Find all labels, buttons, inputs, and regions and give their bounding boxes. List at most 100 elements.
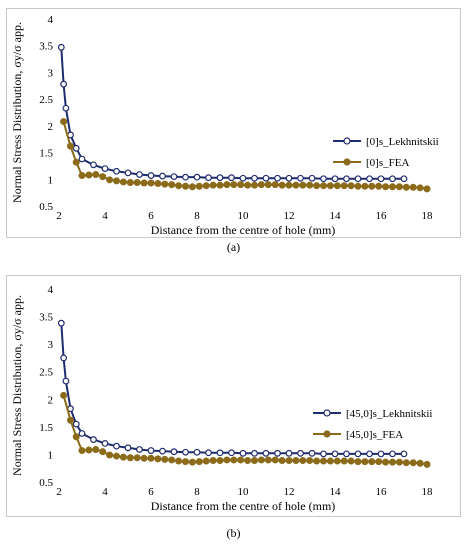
data-point bbox=[320, 450, 327, 458]
data-point bbox=[209, 456, 217, 464]
chart-panel-b: 0.5 1 1.5 2 2.5 3 3.5 4 2 4 6 8 10 12 14 16 18 Distance f… bbox=[0, 260, 467, 550]
y-tick-label: 1.5 bbox=[39, 148, 53, 160]
data-point bbox=[113, 177, 120, 185]
data-point bbox=[326, 182, 334, 190]
data-point bbox=[333, 182, 341, 190]
data-point bbox=[147, 447, 155, 454]
data-point bbox=[395, 458, 403, 466]
y-tick-label: 3 bbox=[48, 67, 54, 79]
data-point bbox=[195, 182, 203, 190]
data-point bbox=[354, 458, 362, 466]
data-point bbox=[340, 182, 348, 190]
data-point bbox=[395, 183, 403, 191]
data-point bbox=[400, 450, 408, 458]
data-point bbox=[262, 449, 270, 457]
legend-swatch-marker bbox=[343, 137, 351, 145]
legend-swatch-marker bbox=[323, 430, 331, 438]
legend-entry: [0]s_FEA bbox=[366, 157, 409, 169]
data-point bbox=[230, 456, 238, 464]
y-tick-label: 0.5 bbox=[39, 201, 53, 213]
data-point bbox=[299, 456, 307, 464]
data-point bbox=[182, 448, 189, 456]
data-point bbox=[320, 175, 327, 183]
data-point bbox=[326, 457, 334, 465]
data-point bbox=[251, 181, 258, 189]
data-point bbox=[409, 459, 417, 467]
data-point bbox=[278, 456, 286, 464]
data-point bbox=[230, 181, 238, 189]
data-point bbox=[228, 449, 235, 457]
data-point bbox=[60, 391, 68, 399]
data-point bbox=[331, 175, 339, 183]
data-point bbox=[368, 182, 376, 190]
data-point bbox=[113, 167, 120, 175]
data-point bbox=[140, 454, 148, 462]
data-point bbox=[354, 450, 362, 458]
data-point bbox=[106, 451, 114, 459]
data-point bbox=[361, 458, 369, 466]
data-point bbox=[99, 448, 107, 456]
data-point bbox=[264, 181, 272, 189]
data-point bbox=[60, 118, 68, 126]
data-point bbox=[285, 174, 293, 182]
x-axis-title: Distance from the centre of hole (mm) bbox=[151, 499, 336, 513]
data-point bbox=[101, 165, 109, 173]
data-point bbox=[292, 181, 300, 189]
data-point bbox=[136, 446, 143, 453]
data-point bbox=[126, 178, 134, 186]
data-point bbox=[297, 449, 304, 457]
data-point bbox=[126, 454, 134, 462]
data-point bbox=[113, 452, 120, 460]
data-point bbox=[251, 449, 258, 457]
data-point bbox=[368, 458, 376, 466]
data-point bbox=[271, 181, 279, 189]
data-point bbox=[62, 377, 70, 385]
data-point bbox=[147, 179, 155, 187]
data-point bbox=[308, 449, 316, 457]
data-point bbox=[90, 161, 97, 169]
data-point bbox=[78, 430, 86, 437]
data-point bbox=[78, 172, 86, 180]
data-point bbox=[209, 181, 217, 189]
y-axis-title: Normal Stress Distribution, σy/σ app. bbox=[10, 295, 24, 476]
data-point bbox=[193, 173, 201, 181]
data-point bbox=[101, 439, 109, 447]
x-tick-label: 6 bbox=[148, 210, 154, 222]
data-point bbox=[320, 182, 327, 190]
data-point bbox=[72, 158, 80, 166]
data-point bbox=[389, 450, 396, 458]
data-point bbox=[274, 449, 281, 457]
data-point bbox=[347, 457, 355, 465]
data-point bbox=[343, 175, 350, 183]
data-point bbox=[347, 182, 355, 190]
x-tick-label: 16 bbox=[376, 486, 388, 498]
chart-frame-a: 0.5 1 1.5 2 2.5 3 3.5 4 2 4 6 8 10 12 14 16 18 Distance f… bbox=[6, 8, 461, 238]
data-point bbox=[354, 182, 362, 190]
data-point bbox=[271, 456, 279, 464]
legend-entry: [45,0]s_FEA bbox=[346, 429, 403, 441]
legend-entry: [45,0]s_Lekhnitskii bbox=[346, 408, 432, 420]
data-point bbox=[159, 447, 166, 455]
data-point bbox=[133, 178, 141, 186]
data-point bbox=[78, 155, 86, 163]
data-point bbox=[85, 171, 93, 179]
legend-swatch-marker bbox=[343, 158, 351, 166]
y-tick-label: 1 bbox=[48, 449, 54, 461]
data-point bbox=[299, 181, 307, 189]
y-tick-label: 2.5 bbox=[39, 94, 53, 106]
y-tick-label: 2 bbox=[48, 394, 54, 406]
chart-b-svg: 0.5 1 1.5 2 2.5 3 3.5 4 2 4 6 8 10 12 14 16 18 Distance f… bbox=[10, 284, 434, 513]
data-point bbox=[205, 449, 212, 457]
panel-label-a: (a) bbox=[226, 240, 241, 254]
x-tick-label: 12 bbox=[284, 486, 295, 498]
data-point bbox=[72, 433, 80, 441]
x-tick-label: 18 bbox=[422, 486, 434, 498]
data-point bbox=[402, 183, 410, 191]
x-tick-label: 4 bbox=[102, 486, 108, 498]
data-point bbox=[285, 456, 293, 464]
x-tick-label: 16 bbox=[376, 210, 388, 222]
data-point bbox=[389, 175, 396, 183]
data-point bbox=[72, 420, 80, 428]
data-point bbox=[113, 442, 120, 450]
data-point bbox=[257, 181, 265, 189]
